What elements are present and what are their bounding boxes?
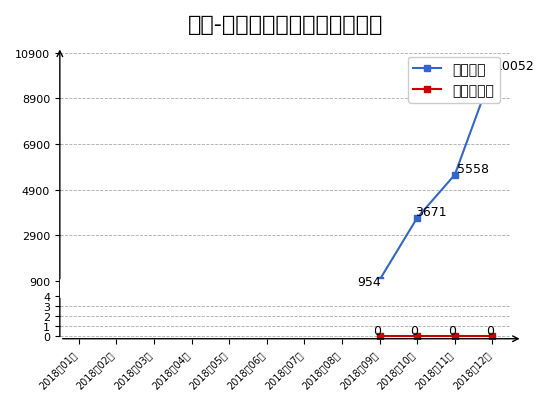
Text: 0: 0: [410, 324, 419, 337]
销量统计: [414, 216, 421, 221]
Text: 5558: 5558: [456, 162, 489, 175]
Text: 0: 0: [448, 324, 456, 337]
销量统计: [452, 173, 458, 178]
Legend: 销量统计, 投诉量统计: 销量统计, 投诉量统计: [408, 58, 500, 103]
销量统计: [376, 278, 383, 283]
Line: 投诉量统计: 投诉量统计: [377, 333, 495, 339]
Text: 954: 954: [357, 276, 381, 289]
Text: 10052: 10052: [494, 60, 534, 73]
投诉量统计: [376, 333, 383, 338]
投诉量统计: [489, 333, 496, 338]
销量统计: [489, 70, 496, 75]
Text: 0: 0: [373, 324, 381, 337]
Text: 0: 0: [486, 324, 494, 337]
Line: 销量统计: 销量统计: [377, 70, 495, 283]
Text: 3671: 3671: [415, 205, 447, 218]
Title: 一汽-大众探岳销量投诉量走势图: 一汽-大众探岳销量投诉量走势图: [188, 15, 383, 35]
投诉量统计: [452, 333, 458, 338]
投诉量统计: [414, 333, 421, 338]
